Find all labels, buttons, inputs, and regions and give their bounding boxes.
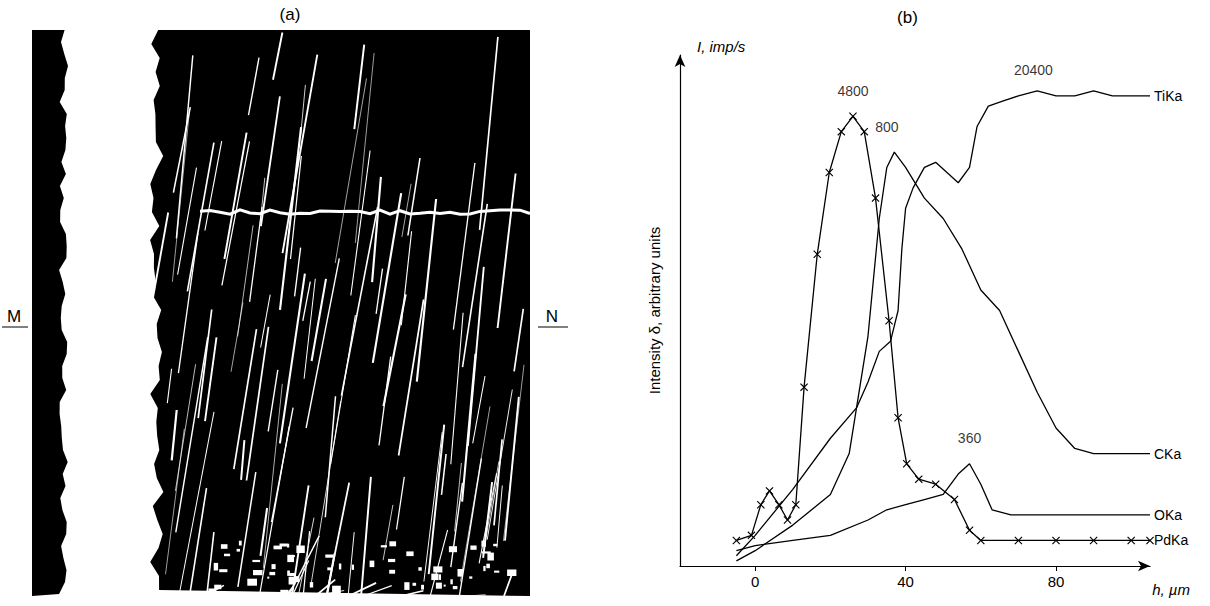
svg-text:TiKa: TiKa	[1154, 88, 1182, 104]
svg-text:360: 360	[958, 430, 982, 446]
svg-text:I, imp/s: I, imp/s	[697, 38, 746, 55]
svg-text:OKa: OKa	[1154, 507, 1182, 523]
svg-text:N: N	[546, 307, 558, 326]
svg-text:h, µm: h, µm	[1152, 581, 1190, 598]
svg-text:0: 0	[751, 573, 759, 590]
svg-text:80: 80	[1048, 573, 1065, 590]
svg-text:800: 800	[875, 119, 899, 135]
svg-text:M: M	[7, 307, 21, 326]
svg-text:4800: 4800	[837, 83, 868, 99]
svg-text:(a): (a)	[280, 5, 301, 24]
svg-text:Intensity δ, arbitrary units: Intensity δ, arbitrary units	[646, 227, 663, 395]
svg-text:CKa: CKa	[1154, 446, 1181, 462]
svg-text:PdKa: PdKa	[1154, 532, 1188, 548]
svg-text:40: 40	[897, 573, 914, 590]
svg-text:(b): (b)	[897, 8, 918, 27]
svg-text:20400: 20400	[1014, 62, 1053, 78]
